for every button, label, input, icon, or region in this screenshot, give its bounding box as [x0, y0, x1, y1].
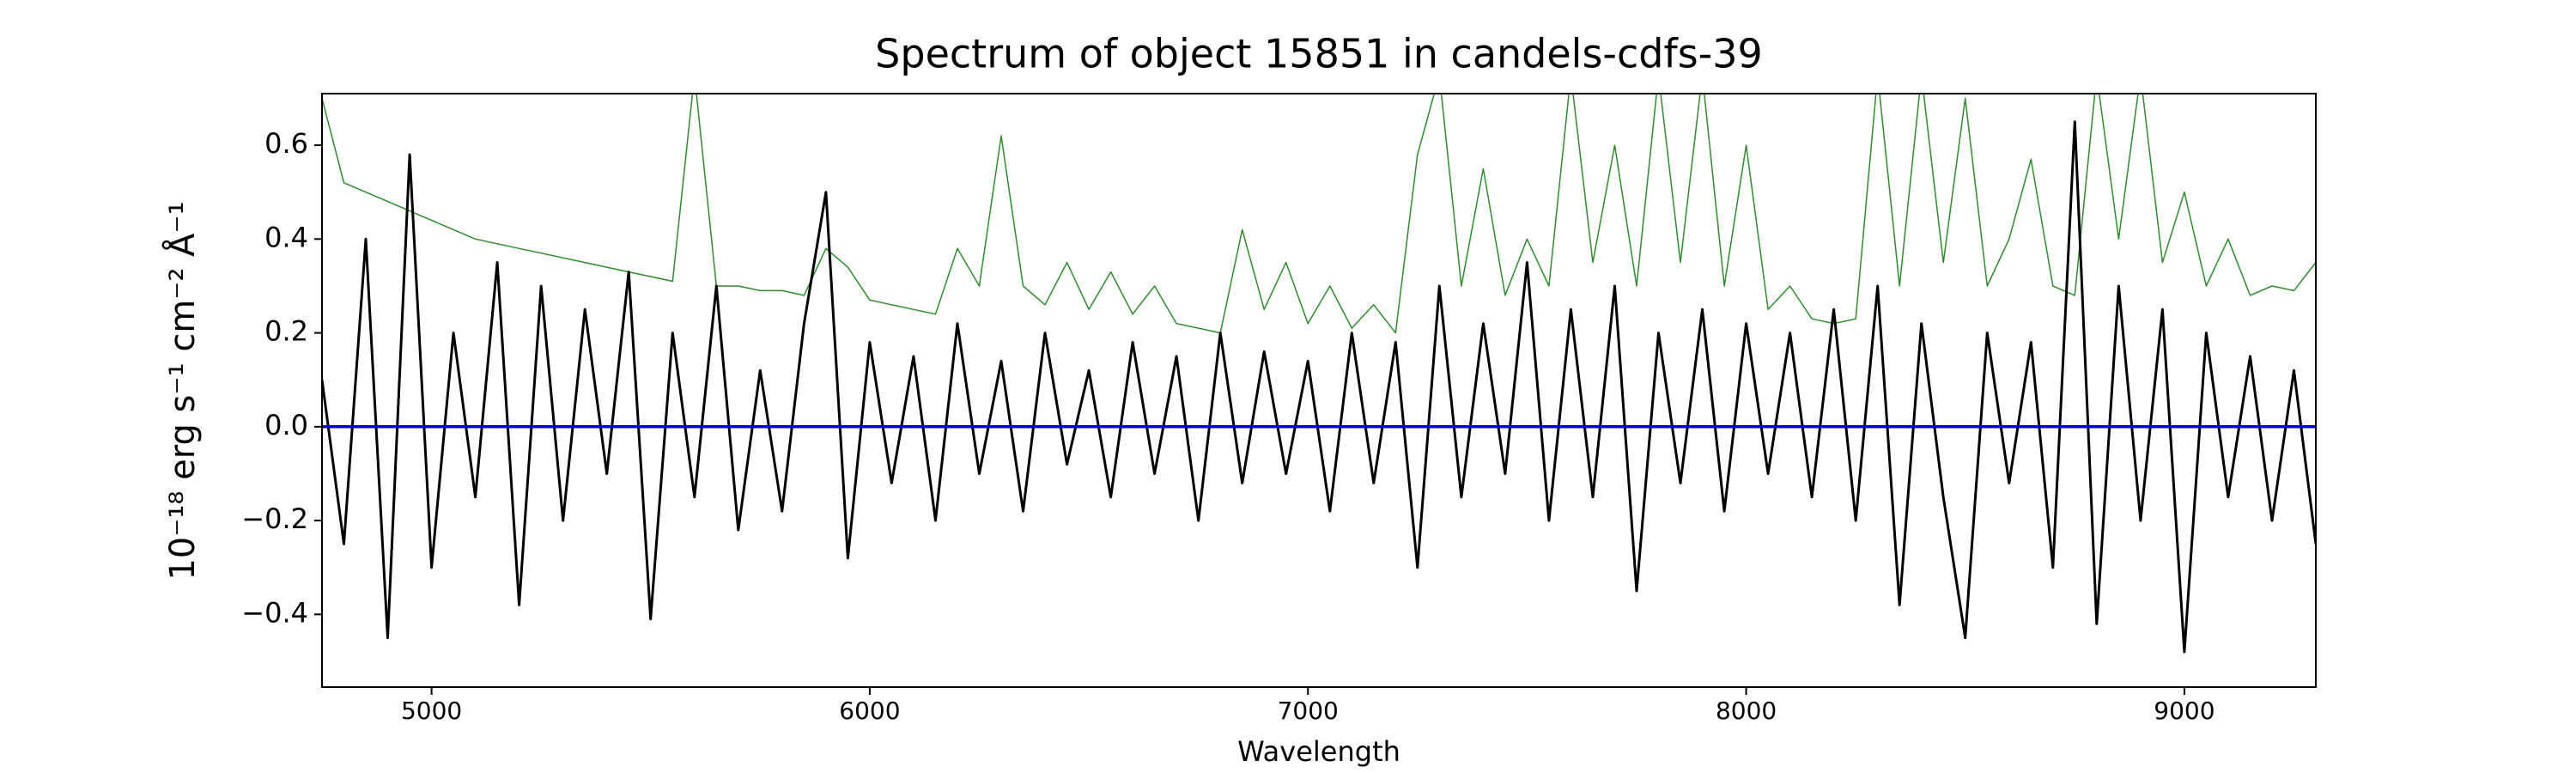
y-axis-label: 10⁻¹⁸ erg s⁻¹ cm⁻² Å⁻¹ [161, 201, 203, 580]
plot-lines [322, 94, 2316, 654]
y-tick-label: 0.6 [264, 127, 308, 160]
y-tick-label: −0.2 [241, 502, 308, 535]
x-tick-label: 9000 [2154, 697, 2215, 725]
x-tick-label: 7000 [1278, 697, 1339, 725]
x-tick-label: 6000 [839, 697, 900, 725]
spectrum-line [322, 120, 2316, 654]
x-tick-label: 8000 [1716, 697, 1777, 725]
y-tick-label: 0.0 [264, 409, 308, 441]
x-axis-label: Wavelength [1237, 735, 1400, 768]
y-tick-label: −0.4 [241, 596, 308, 629]
chart-title: Spectrum of object 15851 in candels-cdfs… [875, 31, 1763, 77]
y-tick-label: 0.4 [264, 221, 308, 253]
y-tick-label: 0.2 [264, 315, 308, 348]
plot-frame [321, 93, 2317, 688]
spectrum-line [322, 94, 2316, 334]
x-tick-label: 5000 [401, 697, 462, 725]
